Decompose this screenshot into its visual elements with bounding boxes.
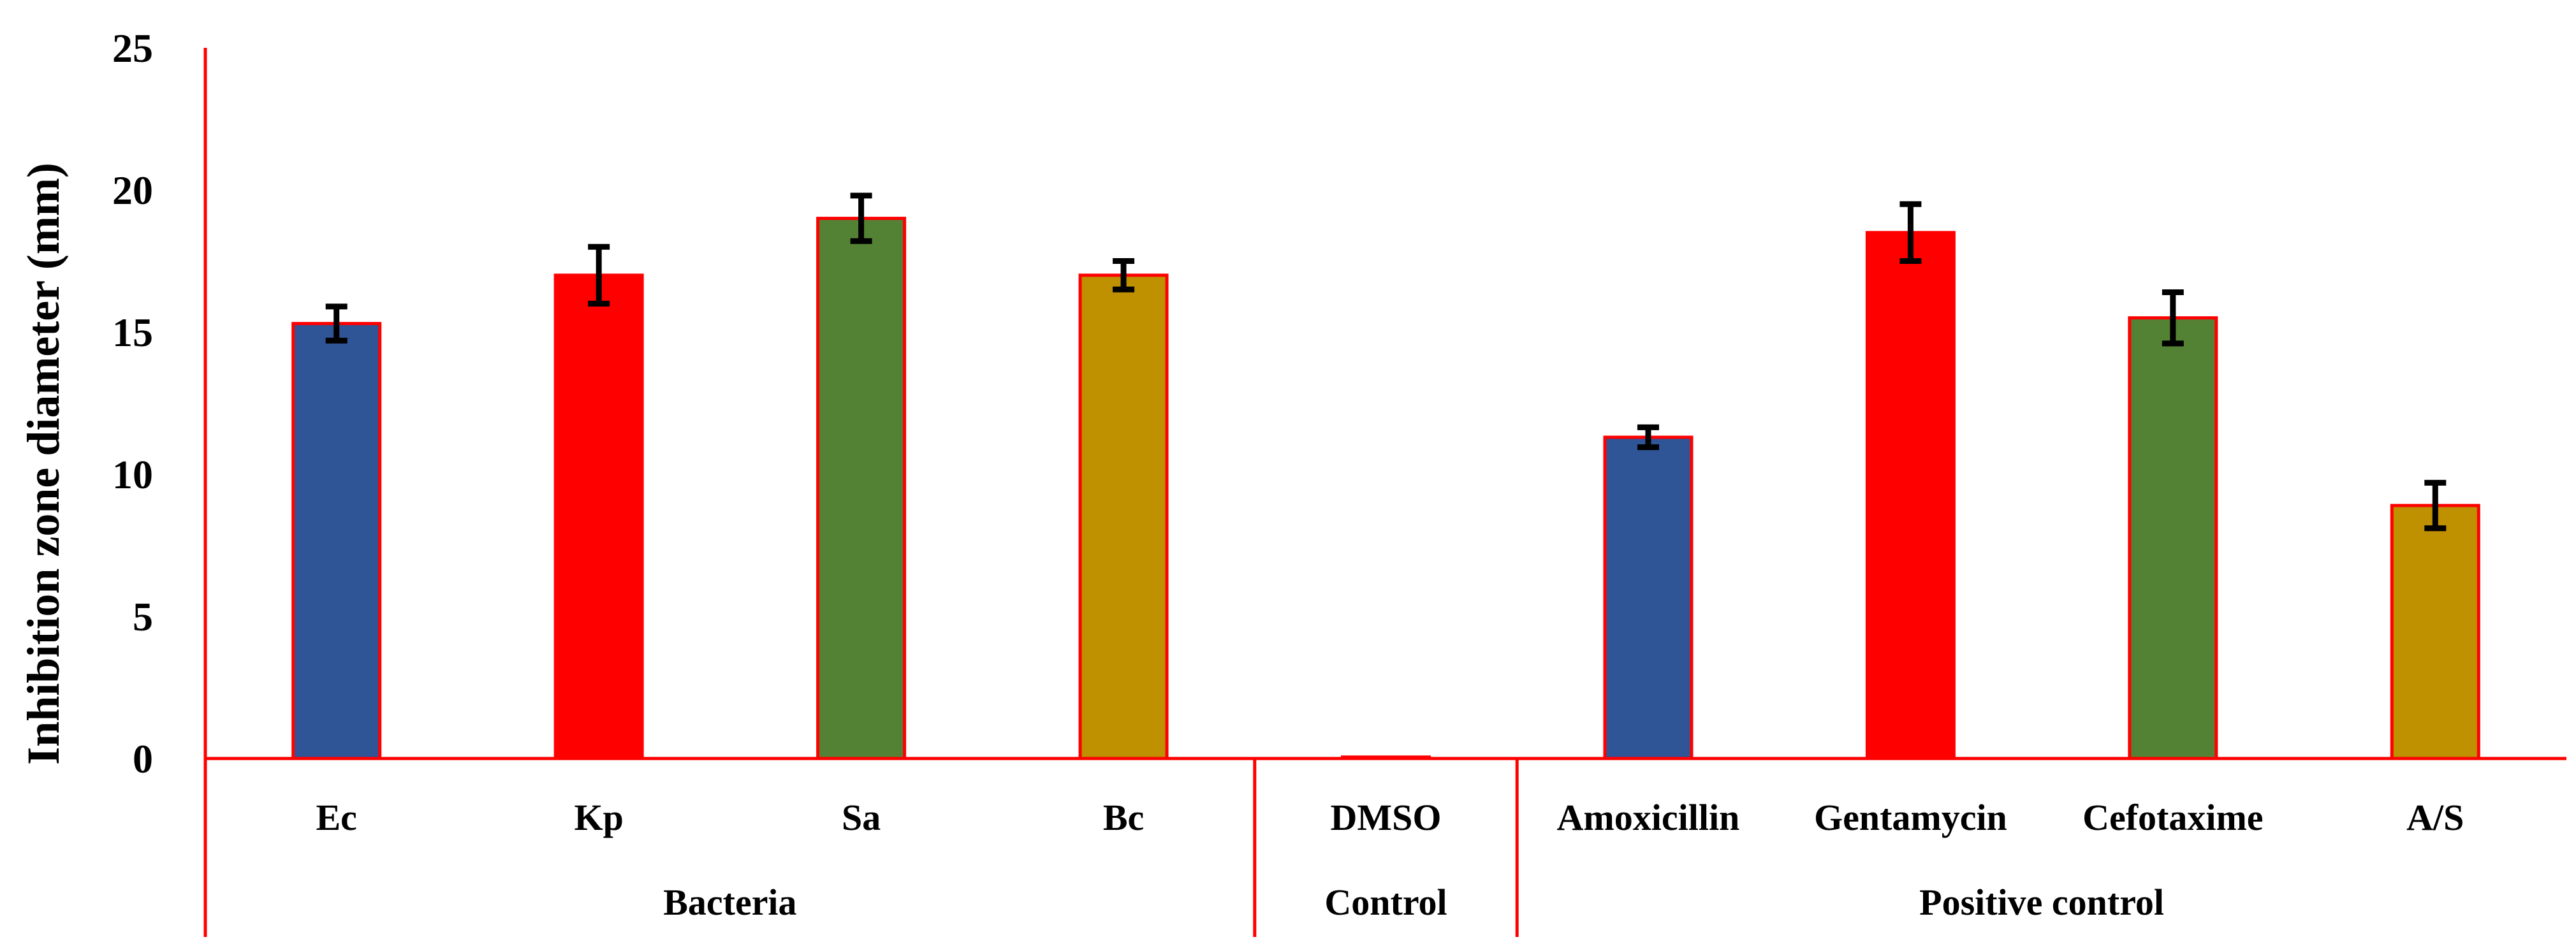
bar-Ec bbox=[291, 322, 382, 760]
error-bars bbox=[325, 192, 2447, 532]
y-axis-ticks: 0 5 10 15 20 25 bbox=[112, 25, 153, 781]
bar-Bc bbox=[1078, 273, 1169, 760]
y-axis-title: Inhibition zone diameter (mm) bbox=[18, 163, 69, 765]
y-tick-label: 20 bbox=[112, 168, 153, 213]
category-label: Bc bbox=[1103, 797, 1144, 838]
bar-A/S bbox=[2390, 504, 2480, 760]
category-label: Ec bbox=[316, 797, 357, 838]
y-axis-title-group: Inhibition zone diameter (mm) bbox=[18, 163, 69, 765]
group-labels: Bacteria Control Positive control bbox=[663, 759, 2164, 937]
group-label: Bacteria bbox=[663, 882, 796, 923]
category-label: Amoxicillin bbox=[1557, 797, 1740, 838]
group-label: Positive control bbox=[1919, 882, 2164, 923]
bar-Kp bbox=[553, 273, 644, 760]
y-tick-label: 10 bbox=[112, 452, 153, 497]
bar-Cefotaxime bbox=[2128, 316, 2218, 760]
bars bbox=[291, 217, 2480, 760]
category-label: Gentamycin bbox=[1814, 797, 2007, 838]
bar-Gentamycin bbox=[1865, 231, 1956, 760]
bar-DMSO bbox=[1341, 755, 1431, 760]
category-label: Sa bbox=[842, 797, 881, 838]
bar-Amoxicillin bbox=[1603, 435, 1694, 760]
y-tick-label: 25 bbox=[112, 25, 153, 71]
bar-Sa bbox=[816, 217, 907, 760]
y-tick-label: 15 bbox=[112, 310, 153, 355]
category-label: DMSO bbox=[1331, 797, 1442, 838]
category-label: A/S bbox=[2406, 797, 2464, 838]
category-labels: Ec Kp Sa Bc DMSO Amoxicillin Gentamycin Cefotax… bbox=[316, 797, 2464, 838]
category-label: Cefotaxime bbox=[2082, 797, 2263, 838]
category-label: Kp bbox=[574, 797, 623, 838]
y-tick-label: 5 bbox=[133, 594, 153, 639]
group-label: Control bbox=[1324, 882, 1447, 923]
y-tick-label: 0 bbox=[133, 736, 153, 781]
